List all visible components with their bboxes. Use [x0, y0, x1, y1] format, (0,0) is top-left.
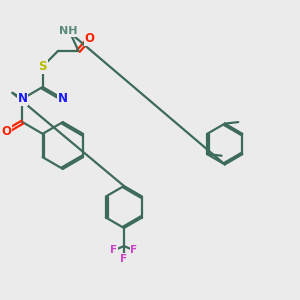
Text: N: N [17, 92, 28, 105]
Text: S: S [38, 60, 47, 73]
Text: O: O [1, 125, 11, 138]
Text: NH: NH [59, 26, 78, 36]
Text: N: N [58, 92, 68, 105]
Text: F: F [120, 254, 128, 264]
Text: F: F [130, 245, 137, 255]
Text: O: O [85, 32, 95, 45]
Text: F: F [110, 245, 118, 255]
